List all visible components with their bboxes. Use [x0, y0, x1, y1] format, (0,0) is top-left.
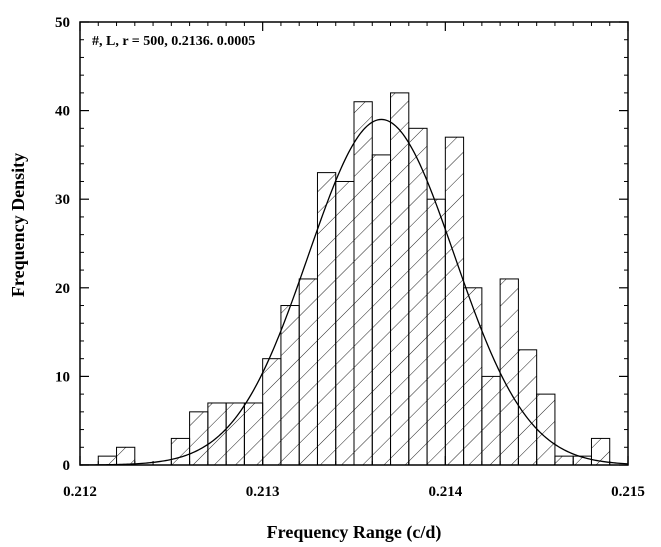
x-tick-label: 0.212 [63, 484, 97, 500]
histogram-bar [189, 411, 209, 466]
x-axis-title: Frequency Range (c/d) [267, 522, 442, 543]
y-tick-label: 50 [55, 15, 70, 31]
histogram-bar [280, 305, 300, 466]
fit-curve [79, 118, 629, 466]
x-tick-label: 0.215 [611, 484, 645, 500]
plot-area [79, 92, 629, 466]
histogram-bar [517, 349, 538, 466]
histogram-bar [536, 393, 556, 466]
histogram-bar [390, 92, 410, 466]
histogram-bar [243, 402, 264, 466]
y-tick-label: 30 [55, 192, 70, 208]
y-tick-label: 40 [55, 104, 70, 120]
histogram-bar [97, 455, 118, 466]
histogram-bar [463, 287, 483, 466]
histogram-bar [426, 198, 446, 466]
y-tick-label: 0 [63, 458, 71, 474]
y-tick-label: 10 [55, 369, 70, 385]
histogram-bar [225, 402, 245, 466]
chart-annotation: #, L, r = 500, 0.2136. 0.0005 [92, 34, 255, 49]
histogram-bar [116, 446, 136, 466]
x-tick-label: 0.214 [428, 484, 462, 500]
histogram-bar [499, 278, 519, 466]
histogram-bar [170, 437, 191, 466]
y-axis-title: Frequency Density [8, 153, 28, 297]
axis-ticks: 0.212 0.213 0.214 0.215 0 10 20 30 40 50 [55, 15, 645, 500]
histogram-bar [298, 278, 318, 466]
histogram-bar [262, 358, 282, 466]
histogram-bar [408, 127, 428, 466]
histogram-bar [335, 180, 355, 466]
histogram-bar [481, 375, 501, 466]
histogram-bar [353, 101, 373, 466]
x-tick-label: 0.213 [246, 484, 280, 500]
histogram-bar [371, 154, 392, 466]
y-tick-label: 20 [55, 281, 70, 297]
histogram-bar [316, 172, 337, 466]
histogram-bar [444, 136, 465, 466]
histogram-bar [554, 455, 574, 466]
histogram-bar [207, 402, 227, 466]
